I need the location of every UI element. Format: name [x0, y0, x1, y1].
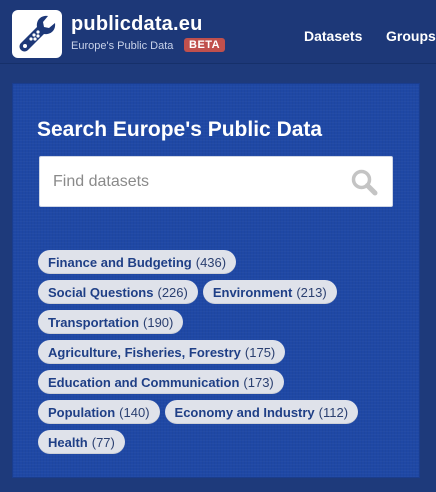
tag-row: Finance and Budgeting (436)	[38, 250, 408, 274]
tag-label: Finance and Budgeting	[48, 254, 192, 270]
site-logo[interactable]	[12, 10, 62, 58]
tag-economy-and-industry[interactable]: Economy and Industry (112)	[164, 400, 359, 424]
tag-label: Transportation	[48, 314, 140, 330]
search-icon[interactable]	[350, 168, 378, 196]
tag-count: (140)	[119, 404, 150, 420]
tag-count: (436)	[195, 254, 227, 270]
tag-count: (226)	[157, 284, 188, 300]
tag-count: (213)	[296, 284, 327, 300]
tag-row: Education and Communication (173)	[38, 370, 408, 394]
nav-datasets[interactable]: Datasets	[304, 28, 363, 44]
tag-environment[interactable]: Environment (213)	[202, 280, 337, 304]
tag-count: (175)	[244, 344, 276, 360]
tag-row: Agriculture, Fisheries, Forestry (175)	[38, 340, 408, 364]
search-box	[39, 156, 393, 207]
tag-transportation[interactable]: Transportation (190)	[38, 310, 184, 334]
tag-label: Education and Communication	[48, 374, 240, 390]
tag-row: Population (140) Economy and Industry (1…	[38, 400, 408, 424]
category-tags: Finance and Budgeting (436) Social Quest…	[38, 250, 408, 460]
tag-label: Agriculture, Fisheries, Forestry	[48, 344, 241, 360]
tag-row: Health (77)	[38, 430, 408, 454]
tag-row: Transportation (190)	[38, 310, 408, 334]
tag-label: Health	[48, 434, 88, 450]
tag-label: Environment	[212, 284, 293, 300]
site-name[interactable]: publicdata.eu	[71, 13, 203, 35]
wrench-data-logo-icon	[19, 15, 56, 52]
site-tagline: Europe's Public Data	[71, 40, 174, 52]
search-panel: Search Europe's Public Data Finance and …	[13, 84, 419, 477]
tag-label: Economy and Industry	[174, 404, 315, 420]
tag-agriculture-fisheries-forestry[interactable]: Agriculture, Fisheries, Forestry (175)	[38, 340, 286, 364]
tag-label: Population	[48, 404, 116, 420]
tag-count: (173)	[243, 374, 274, 390]
beta-badge: BETA	[184, 38, 226, 52]
nav-groups[interactable]: Groups	[386, 28, 436, 44]
tag-social-questions[interactable]: Social Questions (226)	[38, 280, 198, 304]
panel-title: Search Europe's Public Data	[37, 118, 323, 141]
tag-health[interactable]: Health (77)	[38, 430, 125, 454]
tag-population[interactable]: Population (140)	[38, 400, 160, 424]
tag-count: (190)	[143, 314, 174, 330]
tag-count: (112)	[318, 404, 349, 420]
top-header: publicdata.eu Europe's Public Data BETA …	[0, 0, 436, 64]
tag-label: Social Questions	[48, 284, 154, 300]
tag-finance-and-budgeting[interactable]: Finance and Budgeting (436)	[38, 250, 237, 274]
tag-count: (77)	[91, 434, 115, 450]
tag-education-and-communication[interactable]: Education and Communication (173)	[38, 370, 284, 394]
search-input[interactable]	[40, 157, 340, 206]
tag-row: Social Questions (226) Environment (213)	[38, 280, 408, 304]
